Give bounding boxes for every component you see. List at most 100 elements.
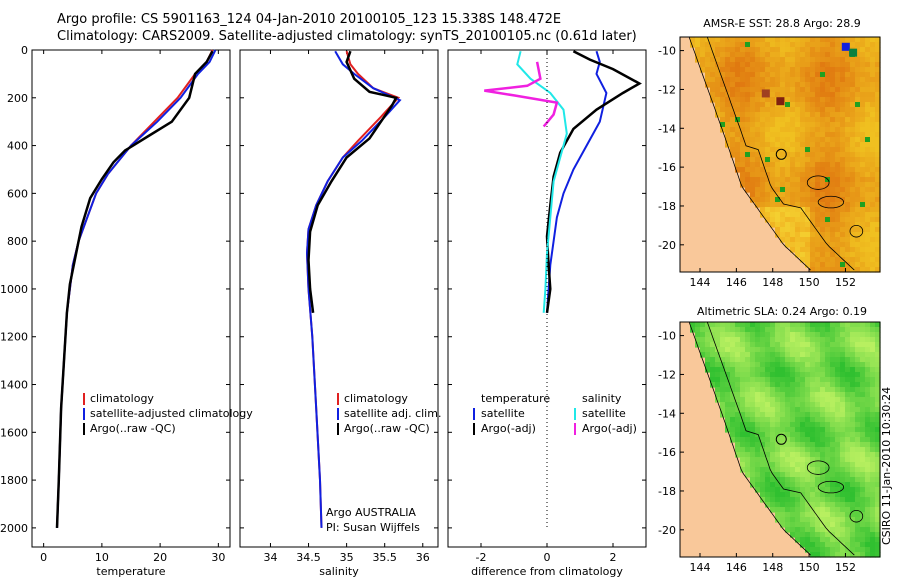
map-cell	[775, 467, 781, 473]
map-cell	[775, 352, 781, 358]
map-cell	[845, 187, 851, 193]
map-cell	[775, 167, 781, 173]
map-cell	[825, 257, 831, 263]
map-cell	[785, 217, 791, 223]
map-cell	[840, 512, 846, 518]
map-cell	[800, 352, 806, 358]
map-cell	[750, 57, 756, 63]
map-cell	[750, 107, 756, 113]
map-cell	[865, 502, 871, 508]
map-cell	[825, 202, 831, 208]
map-cell	[745, 457, 751, 463]
map-cell	[730, 147, 736, 153]
map-cell	[805, 357, 811, 363]
map-cell	[855, 462, 861, 468]
map-cell	[755, 162, 761, 168]
map-cell	[845, 552, 851, 558]
map-cell	[770, 37, 776, 43]
map-cell	[835, 407, 841, 413]
map-cell	[780, 77, 786, 83]
map-cell	[860, 207, 866, 213]
map-cell	[835, 222, 841, 228]
map-cell	[820, 437, 826, 443]
map-cell	[785, 47, 791, 53]
map-cell	[780, 117, 786, 123]
map-cell	[840, 377, 846, 383]
map-cell	[750, 332, 756, 338]
map-cell	[860, 212, 866, 218]
map-cell	[790, 112, 796, 118]
map-cell	[760, 377, 766, 383]
map-cell	[830, 147, 836, 153]
map-cell	[700, 342, 706, 348]
map-cell	[780, 37, 786, 43]
map-cell	[855, 162, 861, 168]
map-cell	[800, 222, 806, 228]
map-cell	[800, 357, 806, 363]
map-cell	[855, 347, 861, 353]
map-cell	[755, 87, 761, 93]
map-cell	[800, 207, 806, 213]
map-cell	[875, 542, 881, 548]
map-cell	[870, 37, 876, 43]
map-cell	[740, 112, 746, 118]
map-cell	[785, 127, 791, 133]
map-cell	[865, 57, 871, 63]
map-cell	[820, 222, 826, 228]
map-cell	[875, 332, 881, 338]
map-cell	[745, 472, 751, 478]
map-cell	[770, 122, 776, 128]
map-cell	[730, 412, 736, 418]
map-cell	[810, 402, 816, 408]
map-cell	[865, 497, 871, 503]
map-cell	[805, 82, 811, 88]
map-cell	[830, 427, 836, 433]
map-cell	[725, 347, 731, 353]
map-cell	[720, 127, 726, 133]
map-cell	[875, 422, 881, 428]
map-cell	[835, 177, 841, 183]
map-cell	[785, 342, 791, 348]
map-cell	[835, 482, 841, 488]
map-cell	[735, 142, 741, 148]
map-cell	[865, 522, 871, 528]
map-cell	[805, 187, 811, 193]
map-cell	[850, 382, 856, 388]
map-cell	[775, 202, 781, 208]
map-cell	[805, 77, 811, 83]
map-cell	[820, 422, 826, 428]
map-cell	[750, 322, 756, 328]
map-cell	[845, 37, 851, 43]
map-cell	[830, 497, 836, 503]
map-cell	[770, 332, 776, 338]
map-cell	[720, 387, 726, 393]
map-cell	[815, 172, 821, 178]
map-cell	[835, 137, 841, 143]
map-cell	[810, 262, 816, 268]
map-cell	[810, 152, 816, 158]
map-cell	[865, 347, 871, 353]
map-cell	[790, 192, 796, 198]
map-cell	[800, 232, 806, 238]
map-cell	[700, 57, 706, 63]
map-cell	[835, 352, 841, 358]
map-cell	[855, 542, 861, 548]
map-cell	[870, 477, 876, 483]
map-cell	[850, 157, 856, 163]
map-cell	[735, 67, 741, 73]
map-cell	[865, 322, 871, 328]
map-cell	[770, 457, 776, 463]
map-cell	[730, 367, 736, 373]
map-cell	[840, 162, 846, 168]
map-cell	[750, 437, 756, 443]
map-cell	[860, 367, 866, 373]
map-cell	[865, 232, 871, 238]
map-cell	[745, 87, 751, 93]
map-cell	[860, 107, 866, 113]
map-cell	[800, 442, 806, 448]
map-cell	[830, 347, 836, 353]
map-cell	[860, 62, 866, 68]
map-cell	[820, 377, 826, 383]
map-cell	[775, 422, 781, 428]
map-cell	[815, 132, 821, 138]
